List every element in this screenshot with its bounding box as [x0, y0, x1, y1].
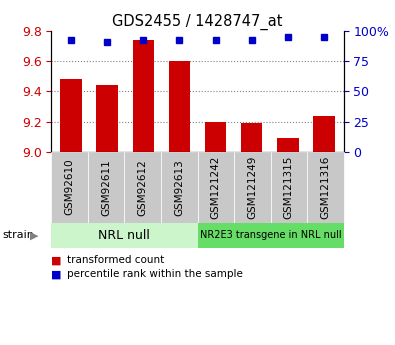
Text: GSM92611: GSM92611: [101, 159, 111, 216]
Bar: [133, 40, 154, 152]
Bar: [60, 79, 82, 152]
Text: ■: ■: [51, 256, 62, 265]
Text: GSM121316: GSM121316: [320, 156, 330, 219]
Text: percentile rank within the sample: percentile rank within the sample: [67, 269, 243, 279]
Bar: [241, 123, 262, 152]
Text: NRL null: NRL null: [98, 229, 150, 242]
Bar: [205, 122, 226, 152]
Text: ■: ■: [51, 269, 62, 279]
Text: GSM92613: GSM92613: [174, 159, 184, 216]
Text: GSM92610: GSM92610: [65, 159, 75, 216]
Text: strain: strain: [2, 230, 34, 240]
Text: GSM92612: GSM92612: [138, 159, 148, 216]
Bar: [96, 86, 118, 152]
Text: GSM121249: GSM121249: [247, 156, 257, 219]
Text: transformed count: transformed count: [67, 256, 164, 265]
Text: GSM121315: GSM121315: [284, 156, 294, 219]
Bar: [277, 138, 299, 152]
Text: NR2E3 transgene in NRL null: NR2E3 transgene in NRL null: [200, 230, 341, 240]
Text: ▶: ▶: [30, 230, 38, 240]
Text: GSM121242: GSM121242: [211, 156, 221, 219]
Bar: [313, 116, 335, 152]
Bar: [169, 61, 190, 152]
Title: GDS2455 / 1428747_at: GDS2455 / 1428747_at: [112, 13, 283, 30]
